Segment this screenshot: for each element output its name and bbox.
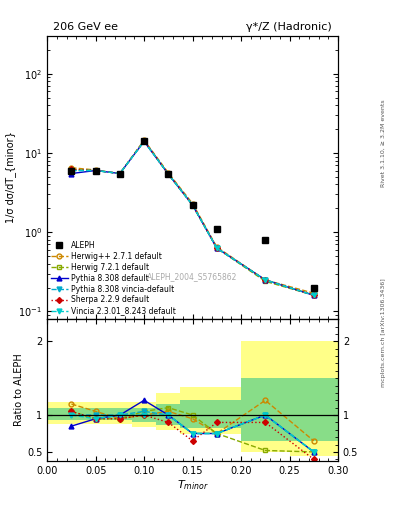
Pythia 8.308 default <box>142 138 147 144</box>
Text: 206 GeV ee: 206 GeV ee <box>53 22 118 32</box>
Herwig 7.2.1 default <box>263 278 268 284</box>
Vincia 2.3.01_8.243 default <box>215 245 219 251</box>
Herwig++ 2.7.1 default <box>215 244 219 250</box>
Herwig 7.2.1 default <box>215 245 219 251</box>
Legend: ALEPH, Herwig++ 2.7.1 default, Herwig 7.2.1 default, Pythia 8.308 default, Pythi: ALEPH, Herwig++ 2.7.1 default, Herwig 7.… <box>51 241 176 315</box>
Sherpa 2.2.9 default <box>142 138 147 144</box>
ALEPH <box>93 167 98 174</box>
Herwig 7.2.1 default <box>93 167 98 174</box>
Vincia 2.3.01_8.243 default <box>311 292 316 298</box>
Vincia 2.3.01_8.243 default <box>93 167 98 174</box>
Sherpa 2.2.9 default <box>93 167 98 174</box>
Pythia 8.308 vincia-default <box>190 202 195 208</box>
Sherpa 2.2.9 default <box>263 277 268 283</box>
ALEPH <box>166 170 171 177</box>
Vincia 2.3.01_8.243 default <box>190 202 195 208</box>
Line: ALEPH: ALEPH <box>68 138 317 291</box>
Vincia 2.3.01_8.243 default <box>118 170 122 177</box>
Herwig++ 2.7.1 default <box>93 167 98 173</box>
Pythia 8.308 default <box>311 292 316 298</box>
X-axis label: $T_{minor}$: $T_{minor}$ <box>176 478 209 492</box>
Herwig++ 2.7.1 default <box>311 290 316 296</box>
ALEPH <box>190 202 195 208</box>
Herwig 7.2.1 default <box>311 292 316 298</box>
Line: Herwig 7.2.1 default: Herwig 7.2.1 default <box>69 138 316 297</box>
Herwig++ 2.7.1 default <box>69 165 74 171</box>
ALEPH <box>263 237 268 243</box>
Line: Pythia 8.308 default: Pythia 8.308 default <box>69 139 316 297</box>
Herwig 7.2.1 default <box>118 170 122 177</box>
Herwig 7.2.1 default <box>190 202 195 208</box>
Herwig 7.2.1 default <box>142 138 147 144</box>
Line: Herwig++ 2.7.1 default: Herwig++ 2.7.1 default <box>69 138 316 295</box>
Vincia 2.3.01_8.243 default <box>69 167 74 174</box>
Herwig++ 2.7.1 default <box>118 170 122 177</box>
Herwig++ 2.7.1 default <box>263 277 268 283</box>
Herwig++ 2.7.1 default <box>190 201 195 207</box>
Pythia 8.308 default <box>166 171 171 177</box>
Pythia 8.308 default <box>93 167 98 174</box>
Sherpa 2.2.9 default <box>311 292 316 298</box>
Pythia 8.308 vincia-default <box>263 277 268 283</box>
Vincia 2.3.01_8.243 default <box>166 171 171 177</box>
Pythia 8.308 vincia-default <box>311 292 316 298</box>
Herwig 7.2.1 default <box>166 171 171 177</box>
Text: γ*/Z (Hadronic): γ*/Z (Hadronic) <box>246 22 332 32</box>
Sherpa 2.2.9 default <box>69 166 74 173</box>
Pythia 8.308 default <box>263 277 268 283</box>
Sherpa 2.2.9 default <box>166 171 171 177</box>
Sherpa 2.2.9 default <box>215 245 219 251</box>
Text: mcplots.cern.ch [arXiv:1306.3436]: mcplots.cern.ch [arXiv:1306.3436] <box>381 279 386 387</box>
ALEPH <box>118 170 122 177</box>
Y-axis label: 1/σ dσ/dT_{minor}: 1/σ dσ/dT_{minor} <box>5 132 16 223</box>
ALEPH <box>311 285 316 291</box>
Line: Vincia 2.3.01_8.243 default: Vincia 2.3.01_8.243 default <box>69 139 316 297</box>
Pythia 8.308 vincia-default <box>93 167 98 174</box>
ALEPH <box>69 167 74 174</box>
Pythia 8.308 vincia-default <box>215 245 219 251</box>
Text: Rivet 3.1.10, ≥ 3.2M events: Rivet 3.1.10, ≥ 3.2M events <box>381 99 386 187</box>
Herwig++ 2.7.1 default <box>166 170 171 176</box>
Herwig 7.2.1 default <box>69 166 74 173</box>
Sherpa 2.2.9 default <box>118 170 122 177</box>
ALEPH <box>142 138 147 144</box>
Pythia 8.308 vincia-default <box>142 138 147 144</box>
Y-axis label: Ratio to ALEPH: Ratio to ALEPH <box>14 354 24 426</box>
Pythia 8.308 default <box>215 245 219 251</box>
Vincia 2.3.01_8.243 default <box>142 138 147 144</box>
Pythia 8.308 default <box>118 170 122 177</box>
ALEPH <box>215 226 219 232</box>
Pythia 8.308 vincia-default <box>118 170 122 177</box>
Vincia 2.3.01_8.243 default <box>263 277 268 283</box>
Sherpa 2.2.9 default <box>190 202 195 208</box>
Line: Sherpa 2.2.9 default: Sherpa 2.2.9 default <box>69 139 316 297</box>
Pythia 8.308 default <box>69 170 74 177</box>
Line: Pythia 8.308 vincia-default: Pythia 8.308 vincia-default <box>69 139 316 297</box>
Pythia 8.308 default <box>190 202 195 208</box>
Pythia 8.308 vincia-default <box>69 167 74 174</box>
Herwig++ 2.7.1 default <box>142 137 147 143</box>
Text: ALEPH_2004_S5765862: ALEPH_2004_S5765862 <box>147 272 238 281</box>
Pythia 8.308 vincia-default <box>166 171 171 177</box>
